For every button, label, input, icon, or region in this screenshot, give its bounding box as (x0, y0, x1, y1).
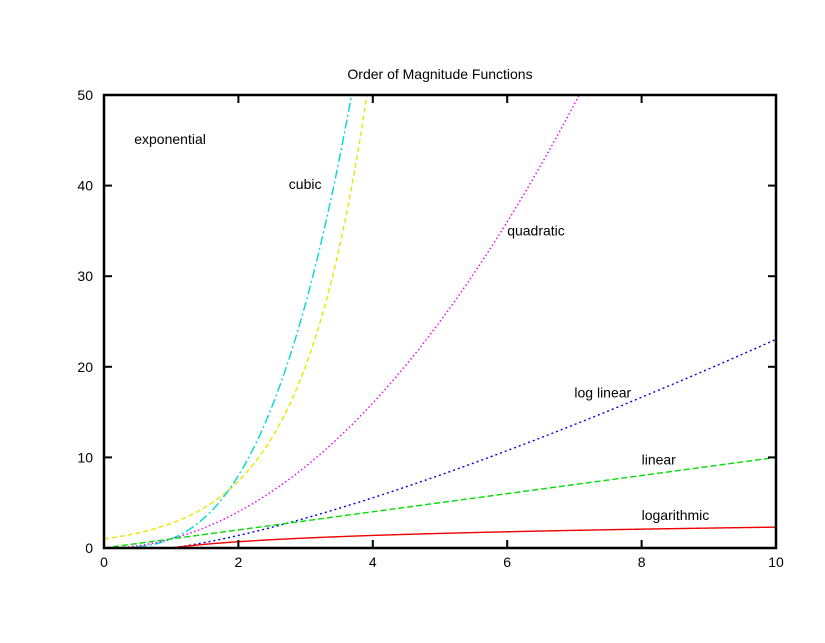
curves-layer (104, 95, 776, 548)
curve-label-logarithmic: logarithmic (642, 507, 710, 523)
y-tick-label: 0 (85, 540, 93, 556)
x-tick-label: 8 (638, 554, 646, 570)
y-tick-label: 50 (77, 87, 93, 103)
curve-label-exponential: exponential (134, 131, 206, 147)
axes-layer: 0 2 4 6 8 10 0 10 20 30 40 50 (77, 87, 784, 570)
curve-label-quadratic: quadratic (507, 222, 565, 238)
y-tick-label: 10 (77, 449, 93, 465)
x-tick-label: 6 (503, 554, 511, 570)
x-tick-label: 4 (369, 554, 377, 570)
y-tick-label: 20 (77, 359, 93, 375)
plot-frame (102, 93, 778, 550)
curve-label-linear: linear (642, 452, 677, 468)
series-line-linear (104, 456, 776, 548)
curve-label-log-linear: log linear (574, 385, 631, 401)
curve-label-cubic: cubic (289, 176, 322, 192)
series-line-logarithmic (171, 526, 776, 548)
series-line-cubic (104, 95, 353, 548)
y-tick-label: 30 (77, 268, 93, 284)
series-line-quadratic (104, 95, 580, 548)
curve-labels-layer: exponential cubic quadratic log linear linea… (134, 131, 709, 523)
x-tick-label: 2 (235, 554, 243, 570)
x-tick-label: 10 (768, 554, 784, 570)
x-tick-label: 0 (100, 554, 108, 570)
series-line-exponential (104, 95, 368, 540)
series-line-log-linear (104, 338, 776, 548)
y-tick-label: 40 (77, 178, 93, 194)
chart-title: Order of Magnitude Functions (347, 66, 532, 82)
